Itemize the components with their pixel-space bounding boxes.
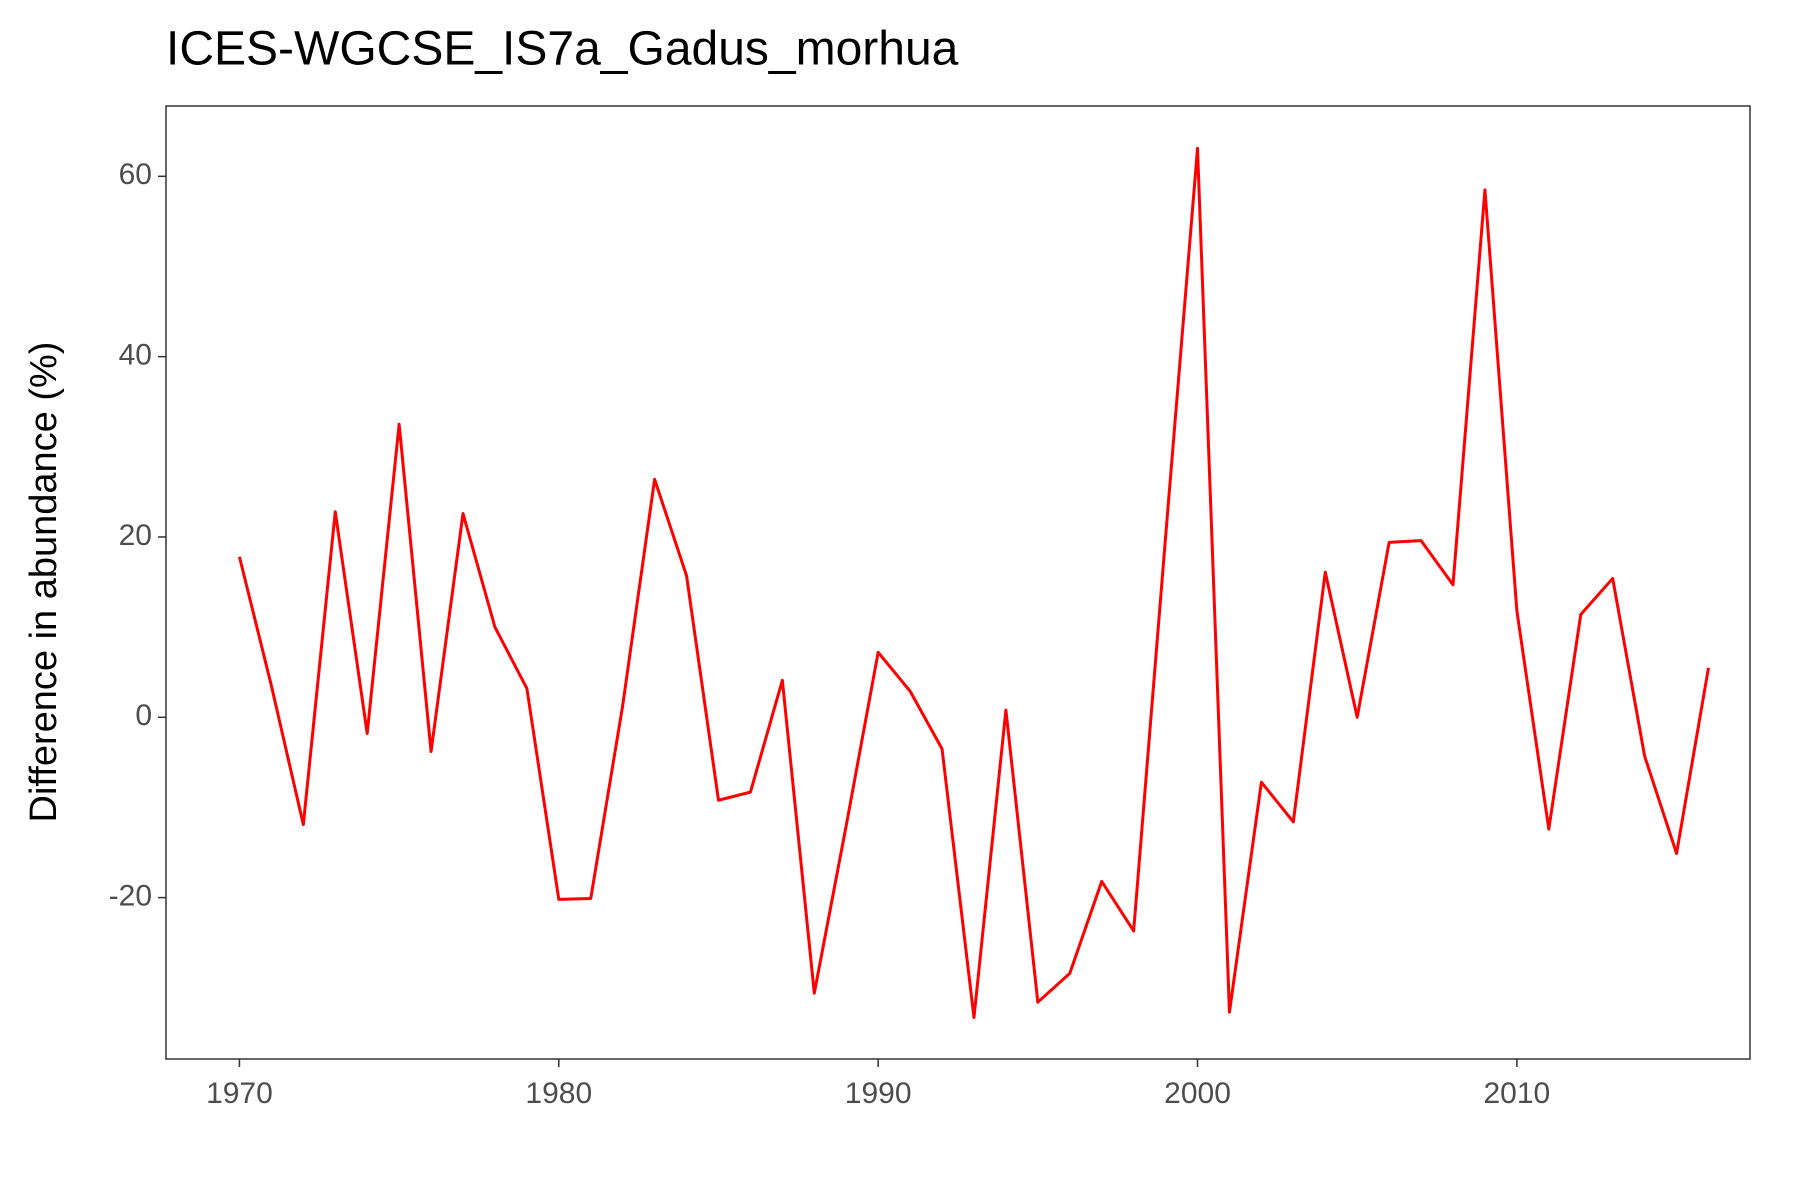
x-tick-label: 1980 (525, 1077, 592, 1110)
y-tick-label: 20 (119, 519, 152, 552)
plot-border (165, 105, 1751, 1060)
y-tick-label: -20 (109, 880, 152, 913)
x-tick-label: 1990 (845, 1077, 912, 1110)
y-tick-label: 0 (135, 699, 152, 732)
chart-title: ICES-WGCSE_IS7a_Gadus_morhua (166, 23, 959, 76)
x-tick-label: 2010 (1483, 1077, 1550, 1110)
data-line (237, 146, 1710, 1020)
x-tick-label: 2000 (1164, 1077, 1231, 1110)
x-tick-label: 1970 (206, 1077, 273, 1110)
y-tick-label: 40 (119, 339, 152, 372)
y-tick-label: 60 (119, 158, 152, 191)
y-axis-label: Difference in abundance (%) (23, 342, 65, 823)
